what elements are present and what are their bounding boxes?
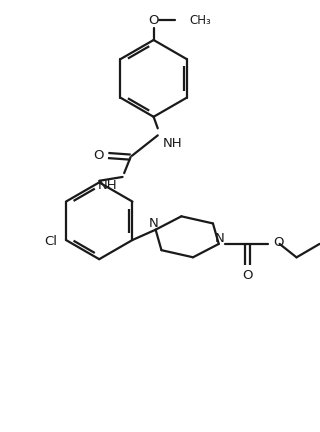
Text: O: O: [242, 269, 253, 282]
Text: NH: NH: [163, 137, 183, 150]
Text: O: O: [273, 236, 284, 249]
Text: Cl: Cl: [44, 235, 57, 248]
Text: O: O: [93, 149, 104, 162]
Text: CH₃: CH₃: [190, 14, 212, 27]
Text: NH: NH: [98, 178, 118, 191]
Text: N: N: [149, 217, 159, 230]
Text: N: N: [214, 232, 224, 245]
Text: O: O: [148, 14, 159, 27]
